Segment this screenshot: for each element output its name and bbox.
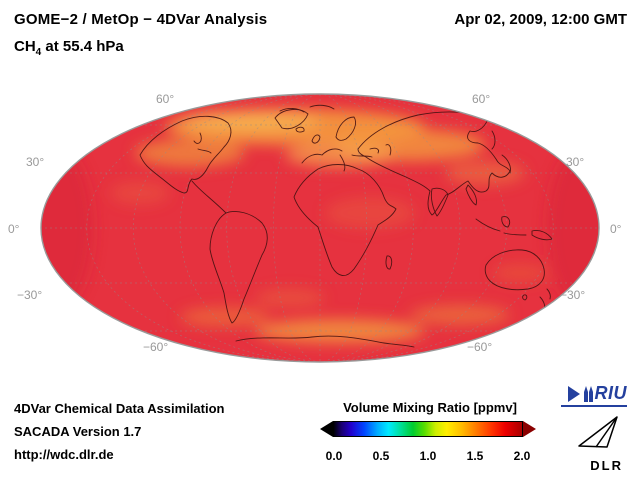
colorbar-right-arrow-icon bbox=[523, 421, 536, 437]
lat-label-right-30: 30° bbox=[566, 155, 585, 169]
lat-label-right-0: 0° bbox=[610, 222, 622, 236]
species-label: CH bbox=[14, 38, 36, 55]
colorbar-tick: 0.0 bbox=[325, 449, 343, 463]
colorbar-ticks: 0.0 0.5 1.0 1.5 2.0 bbox=[320, 449, 550, 465]
lat-label-left-0: 0° bbox=[8, 222, 20, 236]
lat-label-left-60: 60° bbox=[156, 92, 175, 106]
colorbar-tick: 1.5 bbox=[466, 449, 484, 463]
colorbar-tick: 2.0 bbox=[513, 449, 531, 463]
colorbar-tick: 1.0 bbox=[419, 449, 437, 463]
riu-logo-text: RIU bbox=[594, 383, 627, 403]
dlr-logo-text: DLR bbox=[590, 458, 623, 473]
colorbar-left-arrow-icon bbox=[320, 421, 333, 437]
riu-underline bbox=[561, 405, 627, 407]
datetime-label: Apr 02, 2009, 12:00 GMT bbox=[454, 11, 627, 28]
lat-label-left-30: 30° bbox=[26, 155, 45, 169]
riu-triangle-icon bbox=[567, 385, 580, 402]
dlr-logo: DLR bbox=[575, 412, 623, 473]
footer-line-assimilation: 4DVar Chemical Data Assimilation bbox=[14, 401, 225, 416]
world-map bbox=[40, 93, 600, 363]
colorbar-gradient bbox=[333, 421, 523, 437]
colorbar-tick: 0.5 bbox=[372, 449, 390, 463]
colorbar-title: Volume Mixing Ratio [ppmv] bbox=[343, 400, 517, 415]
footer-line-version: SACADA Version 1.7 bbox=[14, 424, 142, 439]
riu-cathedral-icon bbox=[583, 386, 593, 402]
species-subscript: 4 bbox=[35, 47, 42, 58]
lat-label-right-m30: −30° bbox=[560, 288, 586, 302]
page-subtitle: CH4 at 55.4 hPa bbox=[14, 38, 124, 58]
pressure-level-label: at 55.4 hPa bbox=[41, 38, 124, 55]
lat-label-right-60: 60° bbox=[472, 92, 491, 106]
colorbar bbox=[320, 421, 536, 437]
page-title: GOME−2 / MetOp − 4DVar Analysis bbox=[14, 11, 268, 28]
lat-label-right-m60: −60° bbox=[467, 340, 493, 354]
riu-logo: RIU bbox=[567, 383, 628, 404]
dlr-mark-icon bbox=[578, 416, 618, 448]
lat-label-left-m60: −60° bbox=[143, 340, 169, 354]
lat-label-left-m30: −30° bbox=[17, 288, 43, 302]
footer-line-url: http://wdc.dlr.de bbox=[14, 447, 114, 462]
map-svg bbox=[40, 93, 600, 363]
